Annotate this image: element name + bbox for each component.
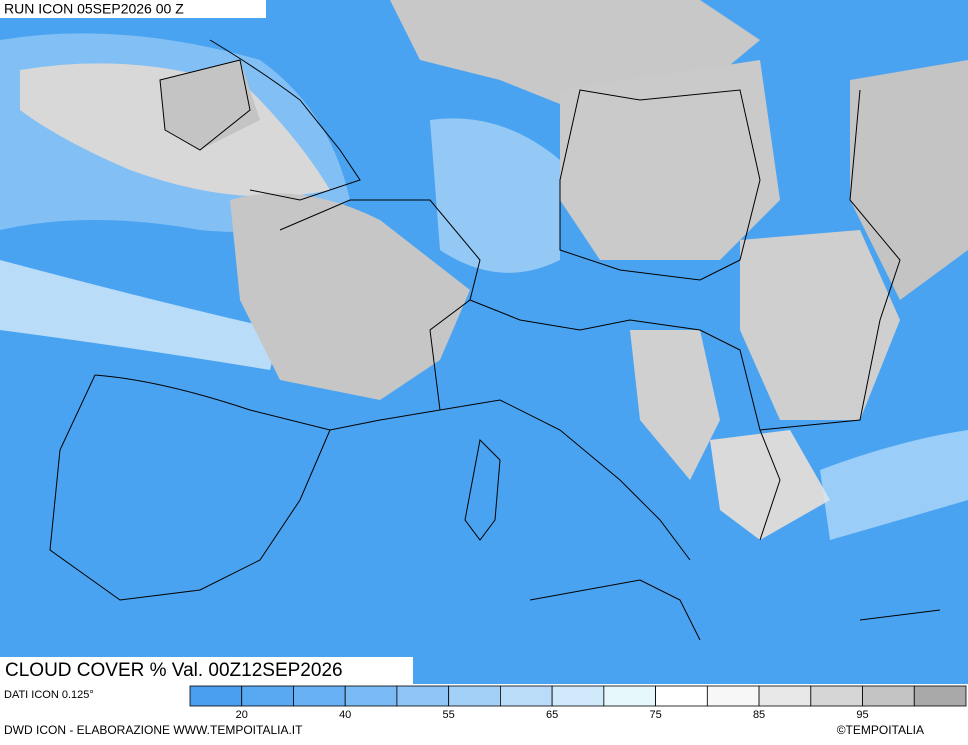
color-box (551, 685, 605, 707)
colorbar-tick-label: 85 (753, 709, 765, 721)
colorbar-tick-label: 40 (339, 709, 351, 721)
color-box (862, 685, 915, 707)
source-label: DATI ICON 0.125° (4, 689, 94, 701)
color-box (913, 685, 967, 707)
colorbar-tick-label: 55 (443, 709, 455, 721)
color-box (810, 685, 863, 707)
color-box (706, 685, 760, 707)
color-box (189, 685, 243, 707)
color-box (655, 685, 708, 707)
colorbar-tick-label: 95 (856, 709, 868, 721)
footer-copyright: ©TEMPOITALIA (837, 723, 924, 737)
color-box (396, 685, 450, 707)
colorbar-tick-label: 75 (649, 709, 661, 721)
caption-box (0, 657, 413, 684)
color-box (758, 685, 812, 707)
map (0, 0, 968, 684)
color-box (344, 685, 398, 707)
color-box (293, 685, 346, 707)
color-box (499, 685, 553, 707)
color-box (603, 685, 656, 707)
run-label: RUN ICON 05SEP2026 00 Z (4, 1, 184, 17)
colorbar: 20 40 55 65 75 85 95 (189, 685, 967, 721)
header-box (0, 0, 266, 18)
color-box (448, 685, 501, 707)
colorbar-tick-label: 20 (236, 709, 248, 721)
footer-credit: DWD ICON - ELABORAZIONE WWW.TEMPOITALIA.… (4, 723, 303, 737)
colorbar-tick-label: 65 (546, 709, 558, 721)
map-title: CLOUD COVER % Val. 00Z12SEP2026 (5, 660, 343, 681)
color-box (241, 685, 294, 707)
